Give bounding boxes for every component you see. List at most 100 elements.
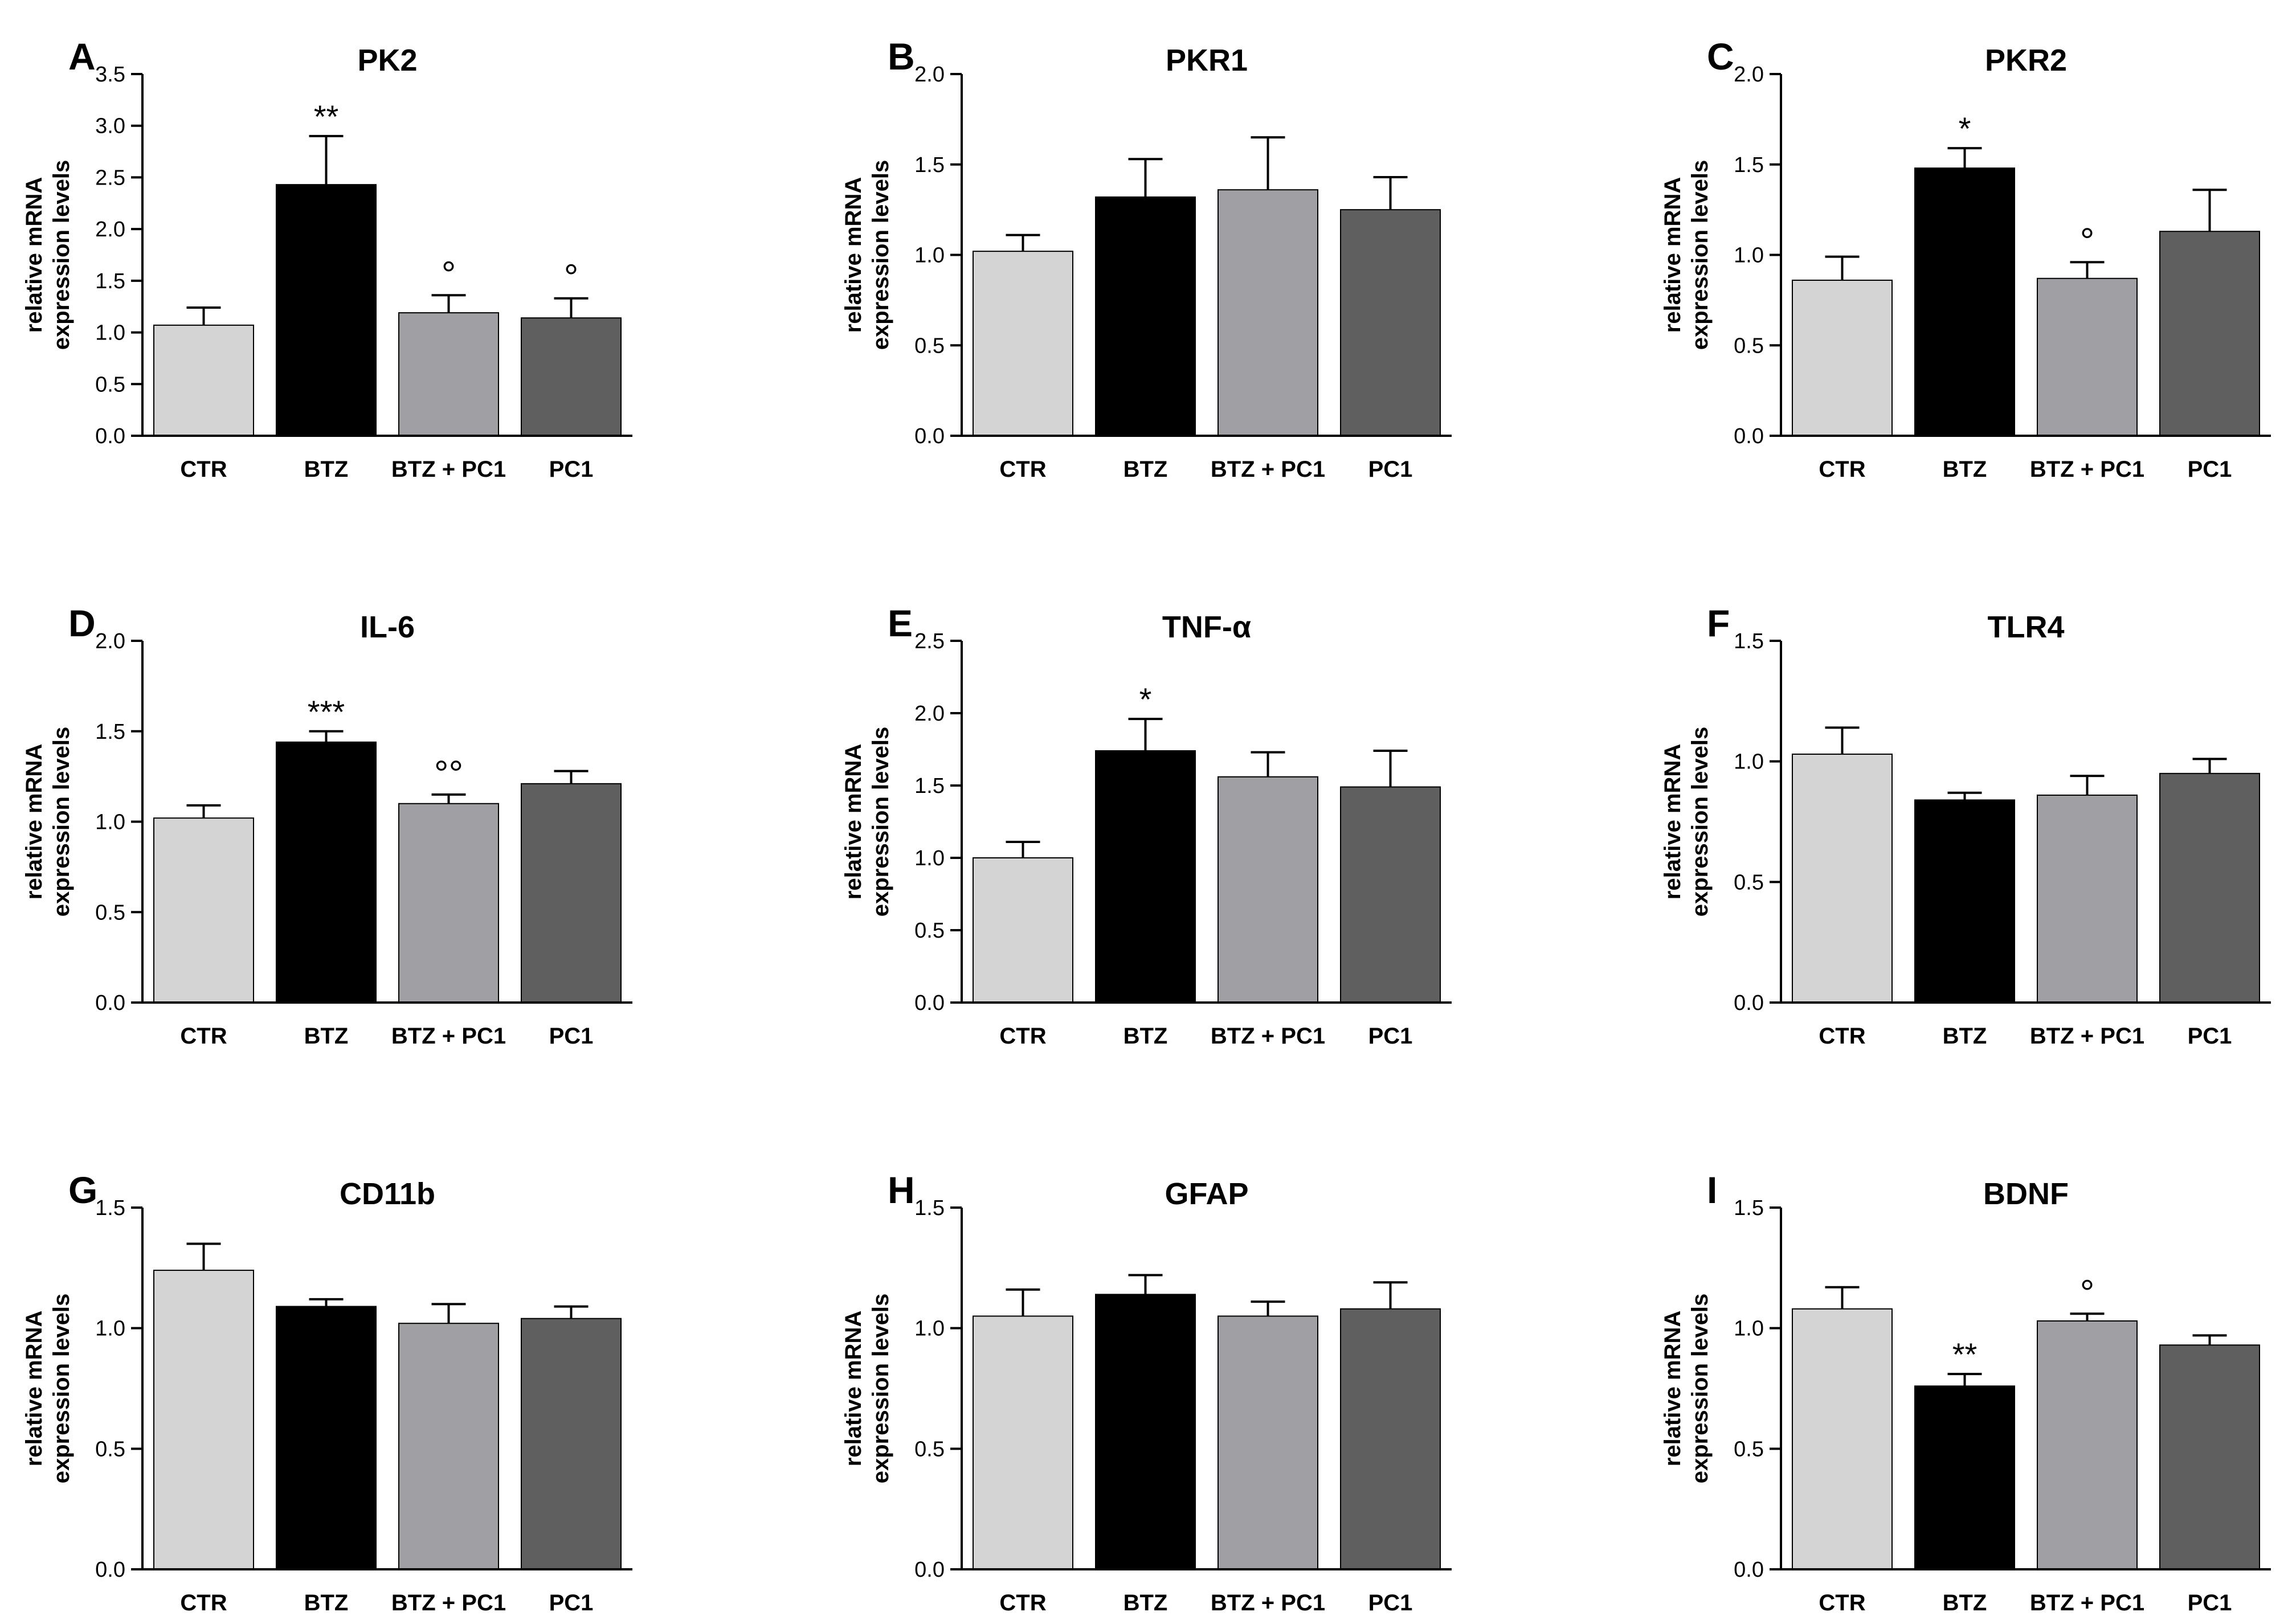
chart-title: PK2 xyxy=(357,43,417,77)
y-axis-label-line1: relative mRNA xyxy=(841,1311,866,1466)
bar-h-4 xyxy=(1340,1308,1441,1570)
y-axis-label-line2: expression levels xyxy=(1688,727,1713,917)
bar-g-4 xyxy=(521,1318,622,1570)
x-tick-label: BTZ + PC1 xyxy=(391,457,506,482)
x-tick-label: BTZ xyxy=(1943,1024,1987,1049)
y-axis-label-line1: relative mRNA xyxy=(841,177,866,333)
y-axis-label: relative mRNA expression levels xyxy=(22,727,74,917)
y-tick-label: 0.5 xyxy=(95,373,125,396)
x-tick-label: PC1 xyxy=(549,457,594,482)
x-tick-label: CTR xyxy=(999,457,1046,482)
bar-f-3 xyxy=(2037,794,2138,1004)
x-tick-label: BTZ xyxy=(304,457,349,482)
bar-b-1 xyxy=(973,251,1073,436)
bar-i-2 xyxy=(1914,1385,2015,1570)
y-tick-label: 1.5 xyxy=(914,1196,945,1220)
x-tick-label: PC1 xyxy=(549,1590,594,1615)
bar-e-3 xyxy=(1218,776,1318,1003)
x-tick-label: CTR xyxy=(180,1024,227,1049)
y-axis-label-line2: expression levels xyxy=(868,1294,893,1484)
x-tick-label: BTZ xyxy=(304,1024,349,1049)
x-tick-label: BTZ + PC1 xyxy=(1211,1590,1325,1615)
significance-mark: ° xyxy=(564,257,579,298)
x-tick-label: BTZ xyxy=(1943,457,1987,482)
panel-c: C PKR2 relative mRNA expression levels CTR * B… xyxy=(1660,35,2271,482)
x-tick-label: CTR xyxy=(1819,1024,1865,1049)
y-tick-label: 3.0 xyxy=(95,114,125,138)
bar-b-4 xyxy=(1340,209,1441,436)
y-tick-label: 2.0 xyxy=(914,702,945,726)
bar-h-3 xyxy=(1218,1315,1318,1570)
y-tick-label: 1.0 xyxy=(1734,750,1764,774)
bar-c-1 xyxy=(1792,279,1893,436)
x-tick-label: CTR xyxy=(1819,1590,1865,1615)
y-axis-label: relative mRNA expression levels xyxy=(1660,727,1713,917)
bar-a-2 xyxy=(276,184,377,436)
x-tick-label: BTZ + PC1 xyxy=(391,1590,506,1615)
chart-title: BDNF xyxy=(1983,1177,2069,1211)
panel-letter: D xyxy=(68,602,96,644)
y-tick-label: 0.0 xyxy=(95,1558,125,1582)
y-axis-label: relative mRNA expression levels xyxy=(22,160,74,350)
bar-e-1 xyxy=(973,857,1073,1003)
y-tick-label: 1.0 xyxy=(914,846,945,870)
x-tick-label: CTR xyxy=(999,1590,1046,1615)
x-tick-label: BTZ + PC1 xyxy=(1211,1024,1325,1049)
significance-mark: * xyxy=(1139,681,1152,717)
y-tick-label: 0.5 xyxy=(914,1437,945,1461)
panel-letter: H xyxy=(888,1169,915,1211)
panel-letter: C xyxy=(1707,35,1734,77)
panel-g: G CD11b relative mRNA expression levels CTR B… xyxy=(22,1169,632,1615)
x-tick-label: PC1 xyxy=(1368,457,1413,482)
bar-a-3 xyxy=(398,312,499,436)
y-tick-label: 1.5 xyxy=(95,1196,125,1220)
chart-title: TLR4 xyxy=(1988,610,2065,644)
y-tick-label: 1.5 xyxy=(95,720,125,744)
bar-h-1 xyxy=(973,1315,1073,1570)
panel-i: I BDNF relative mRNA expression levels CTR **… xyxy=(1660,1169,2271,1615)
x-tick-label: BTZ xyxy=(1123,1590,1168,1615)
panel-letter: G xyxy=(68,1169,97,1211)
y-axis-label-line1: relative mRNA xyxy=(841,744,866,899)
y-tick-label: 2.0 xyxy=(914,63,945,87)
bar-c-2 xyxy=(1914,167,2015,436)
y-tick-label: 1.0 xyxy=(95,1317,125,1341)
chart-title: IL-6 xyxy=(360,610,415,644)
bar-e-4 xyxy=(1340,786,1441,1004)
bar-c-3 xyxy=(2037,277,2138,436)
y-axis-label-line1: relative mRNA xyxy=(1660,744,1685,899)
significance-mark: ** xyxy=(314,99,339,134)
significance-mark: ** xyxy=(1952,1336,1978,1372)
bar-f-2 xyxy=(1914,799,2015,1004)
chart-title: CD11b xyxy=(340,1177,435,1211)
x-tick-label: CTR xyxy=(180,457,227,482)
y-tick-label: 0.5 xyxy=(914,919,945,943)
bar-a-4 xyxy=(521,317,622,437)
bar-d-1 xyxy=(153,817,254,1004)
y-tick-label: 2.0 xyxy=(95,218,125,242)
bar-g-2 xyxy=(276,1306,377,1570)
y-tick-label: 1.5 xyxy=(1734,1196,1764,1220)
y-axis-label: relative mRNA expression levels xyxy=(1660,1294,1713,1484)
y-tick-label: 1.0 xyxy=(914,244,945,268)
y-axis-label-line1: relative mRNA xyxy=(22,1311,47,1466)
y-axis-label: relative mRNA expression levels xyxy=(841,727,893,917)
panel-e: E TNF-α relative mRNA expression levels CTR *… xyxy=(841,602,1452,1049)
bar-e-2 xyxy=(1095,750,1196,1004)
significance-mark: * xyxy=(1959,111,1971,146)
y-tick-label: 0.0 xyxy=(95,991,125,1015)
x-tick-label: PC1 xyxy=(2188,1590,2232,1615)
bar-i-3 xyxy=(2037,1320,2138,1570)
y-axis-label-line1: relative mRNA xyxy=(22,744,47,899)
y-tick-label: 0.5 xyxy=(1734,1437,1764,1461)
y-tick-label: 0.0 xyxy=(1734,991,1764,1015)
y-tick-label: 2.0 xyxy=(95,629,125,653)
y-tick-label: 1.0 xyxy=(95,321,125,345)
y-tick-label: 1.5 xyxy=(95,269,125,293)
significance-mark: °° xyxy=(434,753,463,794)
bar-d-4 xyxy=(521,783,622,1003)
x-tick-label: BTZ + PC1 xyxy=(2030,1590,2144,1615)
bar-c-4 xyxy=(2159,231,2260,436)
panel-letter: I xyxy=(1707,1169,1717,1211)
panel-letter: B xyxy=(888,35,915,77)
